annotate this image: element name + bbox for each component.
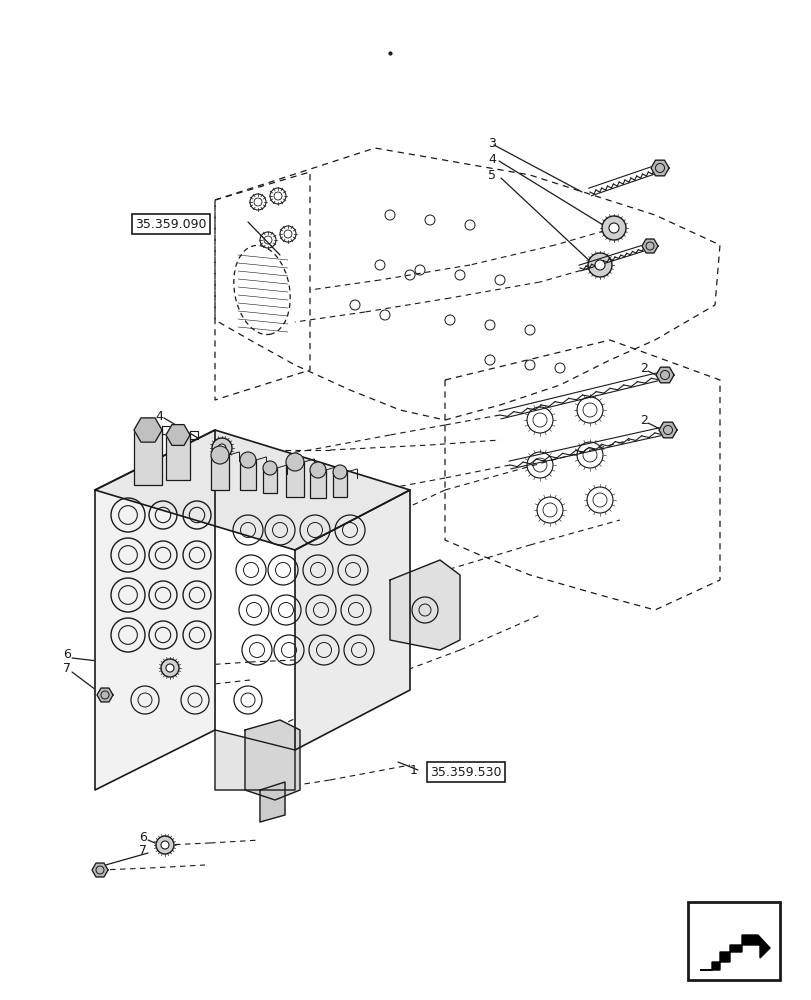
Text: 35.359.530: 35.359.530 bbox=[430, 766, 501, 778]
Polygon shape bbox=[659, 422, 676, 438]
Text: 6: 6 bbox=[139, 831, 147, 844]
Circle shape bbox=[601, 216, 625, 240]
Circle shape bbox=[156, 836, 174, 854]
Polygon shape bbox=[92, 863, 108, 877]
Polygon shape bbox=[215, 730, 294, 790]
Polygon shape bbox=[134, 418, 162, 442]
Polygon shape bbox=[699, 935, 769, 970]
Circle shape bbox=[161, 659, 178, 677]
Polygon shape bbox=[165, 425, 190, 445]
Polygon shape bbox=[642, 239, 657, 253]
Circle shape bbox=[608, 223, 618, 233]
Polygon shape bbox=[650, 160, 668, 176]
Text: 7: 7 bbox=[139, 844, 147, 857]
Bar bbox=[263, 468, 277, 493]
Text: 7: 7 bbox=[63, 662, 71, 676]
Bar bbox=[134, 430, 162, 485]
Polygon shape bbox=[389, 560, 460, 650]
Bar bbox=[333, 472, 346, 497]
Text: 3: 3 bbox=[487, 137, 496, 150]
Polygon shape bbox=[97, 688, 113, 702]
Circle shape bbox=[217, 444, 225, 452]
Circle shape bbox=[212, 438, 232, 458]
Polygon shape bbox=[245, 720, 299, 800]
Polygon shape bbox=[260, 782, 285, 822]
Bar bbox=[310, 470, 325, 498]
Text: 2: 2 bbox=[639, 361, 647, 374]
Text: 1: 1 bbox=[410, 764, 418, 776]
Polygon shape bbox=[95, 430, 410, 550]
Text: 5: 5 bbox=[487, 169, 496, 182]
Text: 4: 4 bbox=[155, 410, 163, 422]
Circle shape bbox=[240, 452, 255, 468]
Bar bbox=[240, 460, 255, 490]
Polygon shape bbox=[95, 430, 215, 790]
Text: 6: 6 bbox=[63, 648, 71, 662]
Circle shape bbox=[165, 664, 174, 672]
Circle shape bbox=[310, 462, 325, 478]
Polygon shape bbox=[294, 490, 410, 750]
Text: 2: 2 bbox=[639, 414, 647, 426]
Bar bbox=[211, 455, 229, 490]
Circle shape bbox=[587, 253, 611, 277]
Polygon shape bbox=[655, 367, 673, 383]
Text: 35.359.090: 35.359.090 bbox=[135, 218, 206, 231]
Circle shape bbox=[211, 446, 229, 464]
Bar bbox=[165, 435, 190, 480]
Circle shape bbox=[594, 260, 604, 270]
Text: 4: 4 bbox=[487, 153, 496, 166]
Bar bbox=[687, 902, 779, 980]
Circle shape bbox=[333, 465, 346, 479]
Circle shape bbox=[285, 453, 303, 471]
Bar bbox=[285, 462, 303, 497]
Circle shape bbox=[161, 841, 169, 849]
Circle shape bbox=[263, 461, 277, 475]
